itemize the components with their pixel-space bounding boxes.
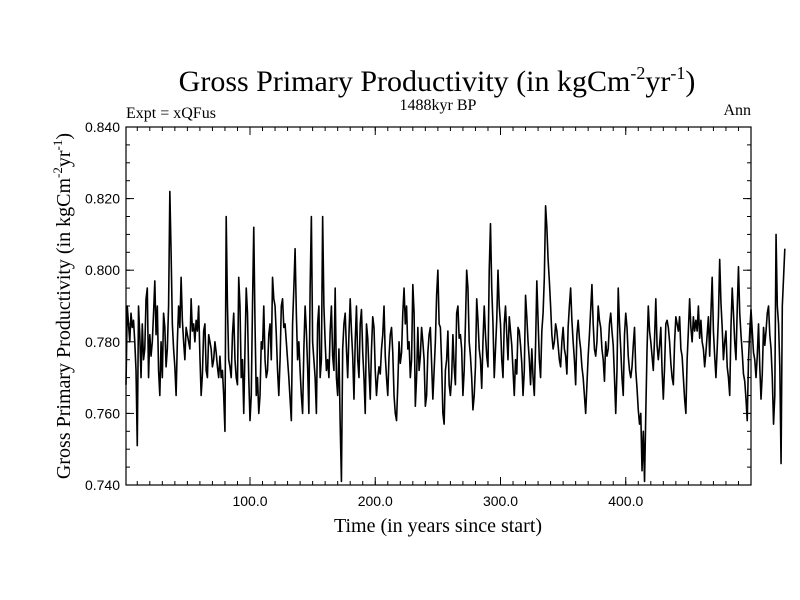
y-tick-label: 0.840 [85, 119, 120, 135]
chart-title-main: Gross Primary Productivity (in kgCm [179, 65, 631, 98]
chart-title-end: ) [685, 65, 695, 98]
chart-subtitle: 1488kyr BP [400, 97, 477, 114]
y-axis-label-main: Gross Primary Productivity (in kgCm [53, 178, 75, 480]
y-tick-label: 0.760 [85, 405, 120, 421]
season-label: Ann [723, 102, 751, 119]
y-axis-label: Gross Primary Productivity (in kgCm-2yr-… [50, 133, 75, 479]
y-tick-label: 0.740 [85, 477, 120, 493]
chart-title-sup1: -2 [630, 63, 645, 83]
x-tick-label: 200.0 [358, 493, 393, 509]
chart-title-sup2: -1 [670, 63, 685, 83]
y-axis-label-mid: yr [53, 150, 75, 167]
x-tick-label: 400.0 [608, 493, 643, 509]
experiment-label: Expt = xQFus [126, 105, 216, 122]
y-axis-label-sup1: -2 [50, 167, 65, 178]
y-tick-label: 0.800 [85, 262, 120, 278]
chart-title-mid: yr [645, 65, 670, 98]
gpp-series-line [125, 190, 786, 483]
x-axis-ticks: 100.0 200.0 300.0 400.0 [136, 127, 739, 509]
plot-area: 0.740 0.760 0.780 0.800 0.820 0.840 100.0 200.… [85, 119, 786, 509]
y-tick-label: 0.780 [85, 334, 120, 350]
x-tick-label: 100.0 [232, 493, 267, 509]
x-tick-label: 300.0 [483, 493, 518, 509]
y-axis-label-end: ) [53, 133, 75, 140]
x-axis-label: Time (in years since start) [334, 515, 542, 537]
chart-title: Gross Primary Productivity (in kgCm-2yr-… [179, 63, 696, 98]
y-axis-label-sup2: -1 [50, 140, 65, 151]
y-tick-label: 0.820 [85, 191, 120, 207]
y-axis-ticks: 0.740 0.760 0.780 0.800 0.820 0.840 [85, 119, 751, 493]
